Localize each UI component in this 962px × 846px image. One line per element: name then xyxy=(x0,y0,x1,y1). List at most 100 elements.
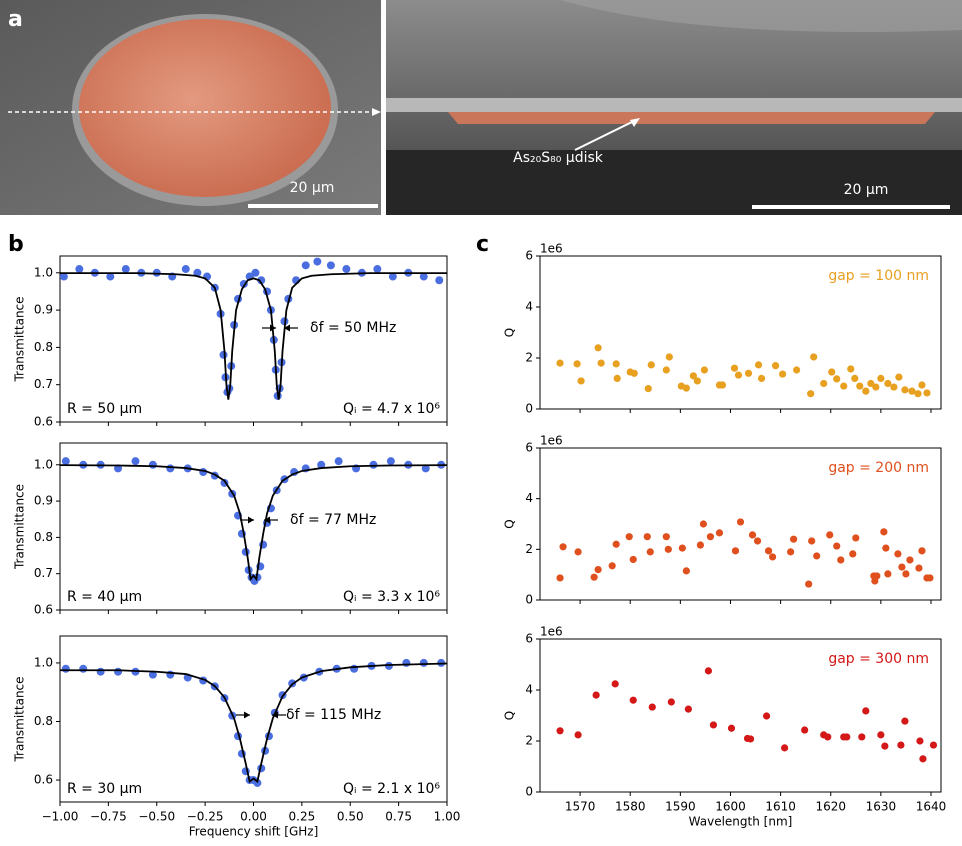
data-point xyxy=(59,272,68,281)
data-point xyxy=(682,567,690,575)
y-tick-label: 4 xyxy=(525,300,533,314)
y-tick-label: 0.7 xyxy=(34,566,53,580)
data-point xyxy=(75,265,84,274)
data-point xyxy=(693,377,701,385)
data-point xyxy=(840,382,848,390)
data-point xyxy=(718,381,727,389)
radius-label: R = 50 µm xyxy=(67,401,142,417)
data-point xyxy=(820,379,828,388)
data-point xyxy=(757,374,766,382)
data-point xyxy=(326,261,335,270)
x-tick-label: 1630 xyxy=(866,800,897,814)
data-point xyxy=(734,371,743,379)
data-point xyxy=(608,562,616,570)
data-point xyxy=(898,563,906,571)
data-point xyxy=(301,261,310,270)
data-point xyxy=(793,366,801,374)
x-tick-label: 1640 xyxy=(916,800,947,814)
data-point xyxy=(148,460,157,469)
plot-frame xyxy=(59,255,448,423)
data-point xyxy=(768,553,777,561)
data-point xyxy=(736,518,745,526)
y-offset-label: 1e6 xyxy=(540,242,563,256)
data-point xyxy=(877,374,885,382)
data-point xyxy=(890,383,898,391)
y-tick-label: 0.6 xyxy=(34,415,53,429)
x-tick-label: −0.75 xyxy=(90,810,127,824)
y-tick-label: 0 xyxy=(525,593,533,607)
data-point xyxy=(629,696,637,704)
plot-frame xyxy=(539,638,942,793)
data-point xyxy=(704,667,713,675)
data-point xyxy=(919,755,927,763)
gap-label: gap = 100 nm xyxy=(828,268,929,284)
radius-label: R = 30 µm xyxy=(67,781,142,797)
y-offset-label: 1e6 xyxy=(540,625,563,639)
data-point xyxy=(706,533,715,541)
data-point xyxy=(556,727,564,735)
data-point xyxy=(667,698,675,706)
x-tick-label: 0.25 xyxy=(289,810,316,824)
data-point xyxy=(895,373,903,381)
data-point xyxy=(342,265,351,274)
annotation-arrow-head xyxy=(272,711,278,719)
data-point xyxy=(106,272,115,281)
data-point xyxy=(906,556,914,564)
y-tick-label: 0.8 xyxy=(34,530,53,544)
data-point xyxy=(313,257,322,266)
annotation-arrow-head xyxy=(244,711,250,719)
data-point xyxy=(753,537,762,545)
y-tick-label: 0.8 xyxy=(34,714,53,728)
y-tick-label: 0 xyxy=(525,785,533,799)
x-tick-label: 1590 xyxy=(665,800,696,814)
data-point xyxy=(862,707,870,715)
annotation-arrow-head xyxy=(270,324,276,332)
data-point xyxy=(79,664,88,673)
data-point xyxy=(700,366,709,374)
data-point xyxy=(901,386,909,394)
q-factor-label: Qᵢ = 2.1 x 10⁶ xyxy=(343,781,440,797)
data-point xyxy=(574,731,582,739)
x-tick-label: 1580 xyxy=(615,800,646,814)
y-tick-label: 1.0 xyxy=(34,265,53,279)
data-point xyxy=(914,390,922,398)
data-point xyxy=(419,272,428,281)
linewidth-label: δf = 50 MHz xyxy=(310,320,396,336)
y-tick-label: 2 xyxy=(525,734,533,748)
y-tick-label: 0.9 xyxy=(34,494,53,508)
data-point xyxy=(872,383,880,391)
y-axis-label: Q xyxy=(503,328,517,337)
data-point xyxy=(801,726,809,734)
data-point xyxy=(678,544,686,552)
plot-frame xyxy=(539,255,942,410)
data-point xyxy=(665,353,673,361)
q-factor-label: Qᵢ = 4.7 x 10⁶ xyxy=(343,401,440,417)
y-tick-label: 6 xyxy=(525,441,533,455)
data-point xyxy=(699,520,708,528)
data-point xyxy=(664,545,672,553)
data-point xyxy=(918,547,926,555)
plot-frame xyxy=(539,447,942,601)
data-point xyxy=(746,735,755,743)
data-point xyxy=(646,548,654,556)
data-point xyxy=(629,555,637,564)
y-axis-label: Transmittance xyxy=(13,484,27,570)
data-point xyxy=(419,658,428,667)
q-factor-label: Qᵢ = 3.3 x 10⁶ xyxy=(343,589,440,605)
data-point xyxy=(592,691,600,699)
data-point xyxy=(813,552,821,560)
data-point xyxy=(744,369,753,377)
data-point xyxy=(152,268,161,277)
data-point xyxy=(867,379,875,388)
y-tick-label: 1.0 xyxy=(34,655,53,669)
scale-bar-label: 20 µm xyxy=(290,180,335,196)
data-point xyxy=(613,374,621,382)
data-point xyxy=(715,529,724,537)
data-point xyxy=(781,744,789,752)
scale-bar-label: 20 µm xyxy=(844,182,889,198)
y-tick-label: 2 xyxy=(525,351,533,365)
fit-line xyxy=(59,464,448,582)
y-tick-label: 0.9 xyxy=(34,303,53,317)
data-point xyxy=(421,464,430,473)
gap-label: gap = 200 nm xyxy=(828,460,929,476)
